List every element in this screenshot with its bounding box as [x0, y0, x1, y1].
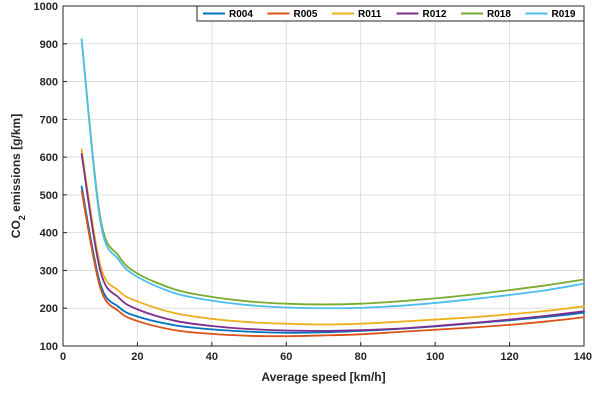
- legend: R004 R005 R011 R012 R018 R019: [196, 5, 585, 22]
- y-tick-label: 300: [40, 265, 58, 277]
- legend-label-r018: R018: [487, 9, 511, 20]
- y-tick-label: 900: [40, 39, 58, 51]
- y-tick-label: 800: [40, 77, 58, 89]
- y-tick-label: 500: [40, 190, 58, 202]
- y-axis-label-post: emissions [g/km]: [9, 114, 23, 215]
- y-tick-label: 400: [40, 228, 58, 240]
- x-tick-label: 0: [60, 351, 66, 363]
- legend-label-r005: R005: [294, 9, 318, 20]
- series-line-r011: [80, 148, 585, 326]
- y-tick-label: 600: [40, 152, 58, 164]
- x-tick-label: 60: [280, 351, 292, 363]
- x-tick-label: 140: [574, 351, 592, 363]
- x-tick-label: 20: [131, 351, 143, 363]
- legend-box: [196, 5, 585, 22]
- y-axis-label-pre: CO: [9, 220, 23, 238]
- x-tick-label: 100: [426, 351, 444, 363]
- y-axis-label: CO2 emissions [g/km]: [9, 114, 27, 238]
- series-line-r018: [80, 38, 585, 306]
- y-axis-ticks: 100 200 300 400 500 600 700 800 900 1000: [34, 1, 67, 353]
- series-line-r019: [80, 38, 585, 310]
- legend-label-r012: R012: [423, 9, 447, 20]
- x-tick-label: 120: [500, 351, 518, 363]
- x-tick-label: 80: [355, 351, 367, 363]
- y-tick-label: 100: [40, 341, 58, 353]
- y-tick-label: 700: [40, 114, 58, 126]
- legend-label-r019: R019: [552, 9, 576, 20]
- series-line-r012: [80, 153, 585, 332]
- series-line-r004: [80, 185, 585, 334]
- x-axis-label: Average speed [km/h]: [261, 370, 385, 384]
- x-tick-label: 40: [206, 351, 218, 363]
- legend-label-r011: R011: [358, 9, 382, 20]
- series-lines: [80, 38, 585, 338]
- y-tick-label: 200: [40, 303, 58, 315]
- legend-label-r004: R004: [229, 9, 253, 20]
- series-line-r005: [80, 190, 585, 338]
- y-tick-label: 1000: [34, 1, 58, 13]
- x-axis-ticks: 0 20 40 60 80 100 120 140: [60, 342, 592, 363]
- y-axis-label-sub: 2: [17, 215, 27, 220]
